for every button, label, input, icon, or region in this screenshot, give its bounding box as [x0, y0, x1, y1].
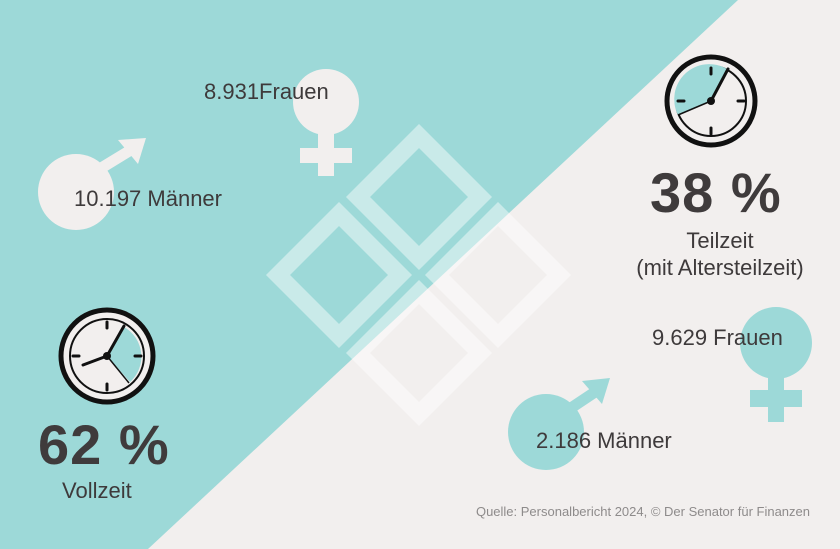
teilzeit-maenner-count: 2.186 Männer	[536, 428, 672, 453]
male-symbol-icon	[38, 138, 146, 230]
teilzeit-label: Teilzeit (mit Altersteilzeit)	[622, 227, 818, 281]
decorative-diamonds	[265, 123, 572, 427]
clock-icon	[664, 54, 758, 148]
vollzeit-percent: 62 %	[38, 413, 170, 476]
teilzeit-label-line1: Teilzeit	[686, 228, 754, 253]
female-symbol-icon	[293, 69, 359, 176]
teilzeit-percent: 38 %	[650, 161, 782, 224]
vollzeit-maenner-count: 10.197 Männer	[74, 186, 222, 211]
teilzeit-label-line2: (mit Altersteilzeit)	[636, 255, 804, 280]
male-symbol-icon	[508, 378, 610, 470]
clock-icon	[58, 307, 156, 405]
vollzeit-label: Vollzeit	[62, 478, 132, 503]
teilzeit-frauen-count: 9.629 Frauen	[652, 325, 783, 350]
source-note: Quelle: Personalbericht 2024, © Der Sena…	[475, 504, 810, 519]
teal-triangle	[0, 0, 738, 549]
vollzeit-frauen-count: 8.931Frauen	[204, 79, 329, 104]
female-symbol-icon	[740, 307, 812, 422]
